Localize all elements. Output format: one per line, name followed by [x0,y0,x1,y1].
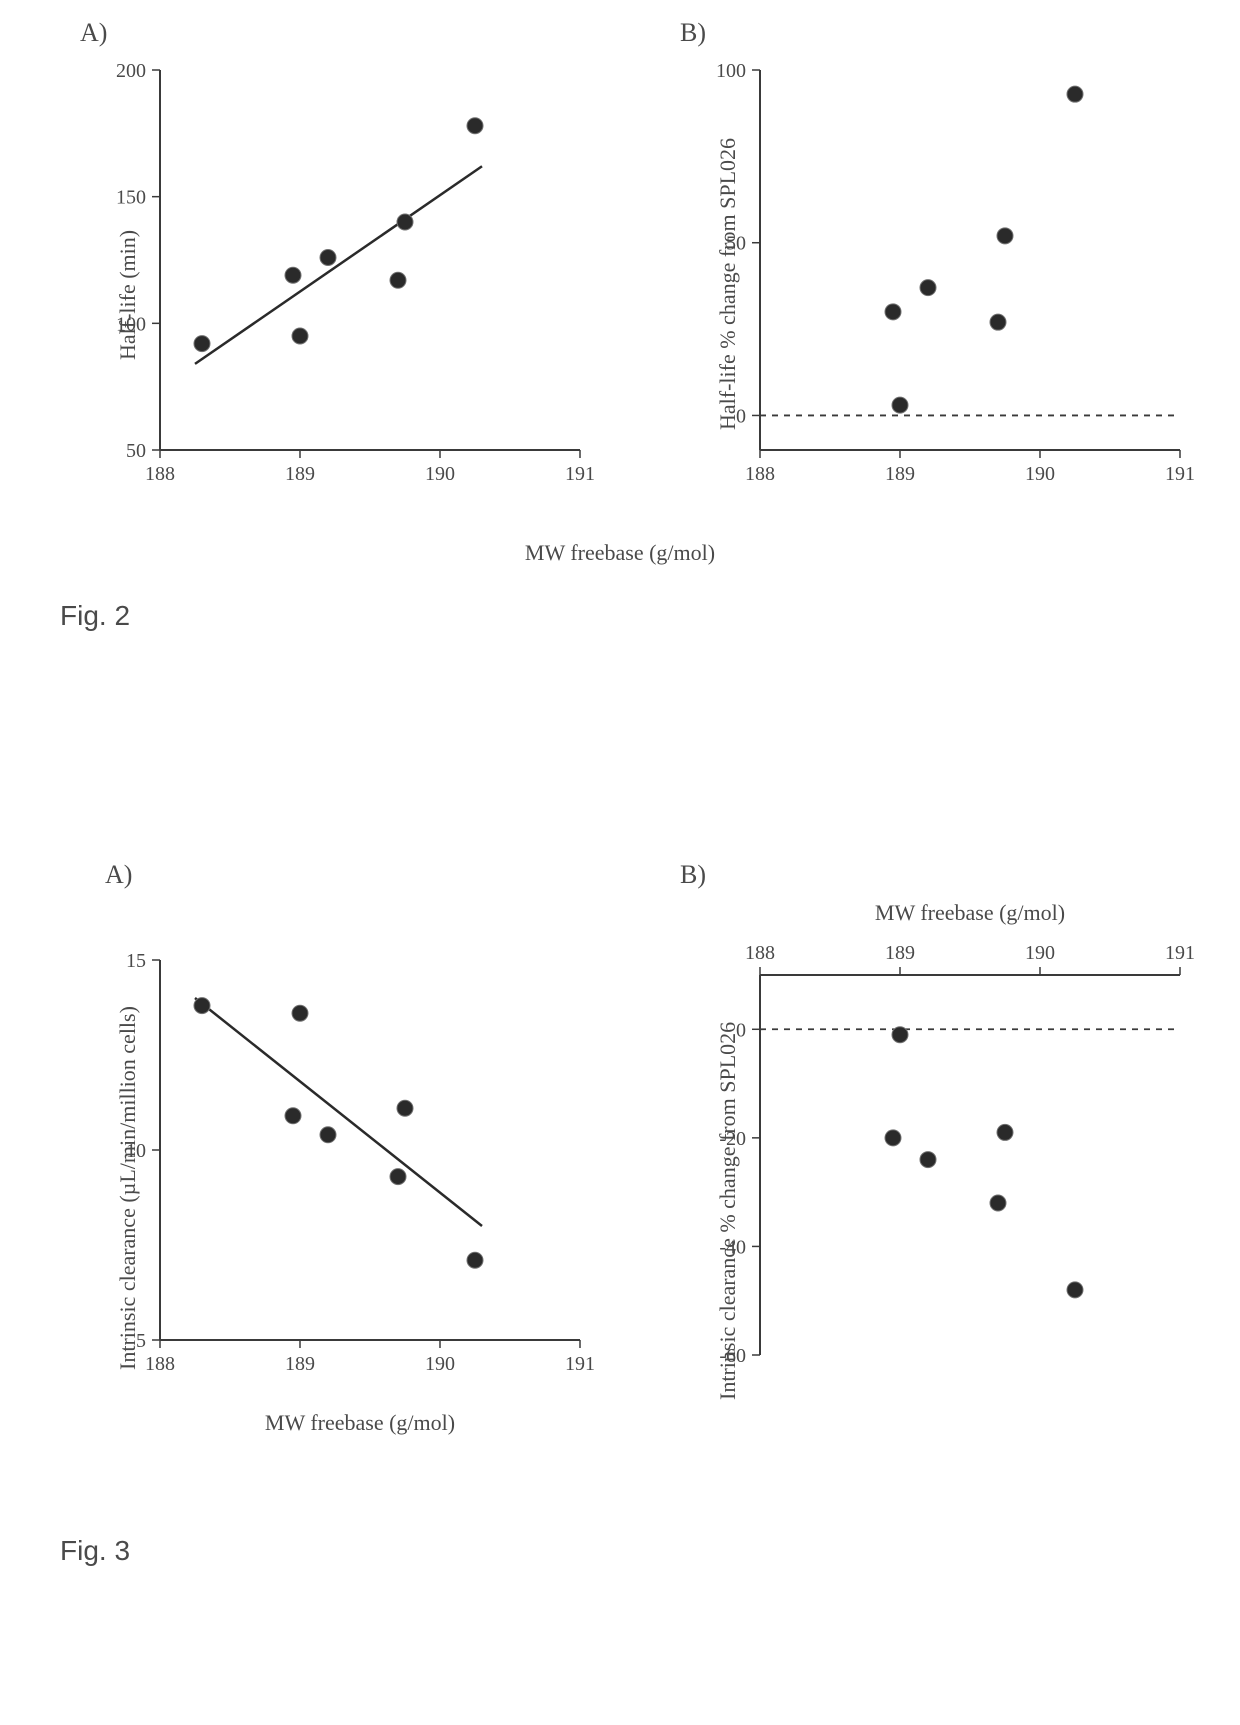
svg-text:150: 150 [116,187,146,209]
svg-text:188: 188 [745,463,775,485]
svg-text:200: 200 [116,60,146,82]
fig3b-xlabel: MW freebase (g/mol) [810,900,1130,926]
svg-text:189: 189 [285,1353,315,1375]
svg-text:190: 190 [425,1353,455,1375]
fig3a-ylabel: Intrinsic clearance (µL/min/million cell… [115,1006,141,1370]
page: A) B) 188 189 190 191 50 100 150 200 Half-life … [0,0,1240,1725]
fig2a-plot: 18818919019150100150200 [160,60,580,490]
svg-text:15: 15 [126,950,146,972]
svg-text:100: 100 [716,60,746,82]
svg-text:190: 190 [1025,942,1055,964]
fig3-panel-b-label: B) [680,860,706,890]
fig2a-ylabel: Half-life (min) [115,230,141,360]
svg-text:189: 189 [885,942,915,964]
svg-text:189: 189 [285,463,315,485]
fig3-caption: Fig. 3 [60,1535,130,1567]
svg-text:188: 188 [145,1353,175,1375]
fig2-panel-b-label: B) [680,18,706,48]
fig2b-plot: 188189190191050100 [760,60,1180,490]
fig3b-plot: 188189190191-60-40-200 [760,935,1180,1405]
fig3-panel-a-label: A) [105,860,132,890]
svg-text:189: 189 [885,463,915,485]
fig2-caption: Fig. 2 [60,600,130,632]
fig3a-xlabel: MW freebase (g/mol) [200,1410,520,1436]
fig2-shared-xlabel: MW freebase (g/mol) [460,540,780,566]
svg-text:188: 188 [145,463,175,485]
fig3b-ylabel: Intrinsic clearance % change from SPL026 [715,1022,741,1400]
svg-text:191: 191 [1165,942,1195,964]
svg-text:191: 191 [565,463,595,485]
svg-text:188: 188 [745,942,775,964]
svg-text:50: 50 [126,440,146,462]
fig2b-ylabel: Half-life % change from SPL026 [715,138,741,430]
svg-text:191: 191 [1165,463,1195,485]
fig2-panel-a-label: A) [80,18,107,48]
svg-text:190: 190 [1025,463,1055,485]
svg-text:191: 191 [565,1353,595,1375]
fig3a-plot: 18818919019151015 [160,950,580,1420]
svg-text:190: 190 [425,463,455,485]
